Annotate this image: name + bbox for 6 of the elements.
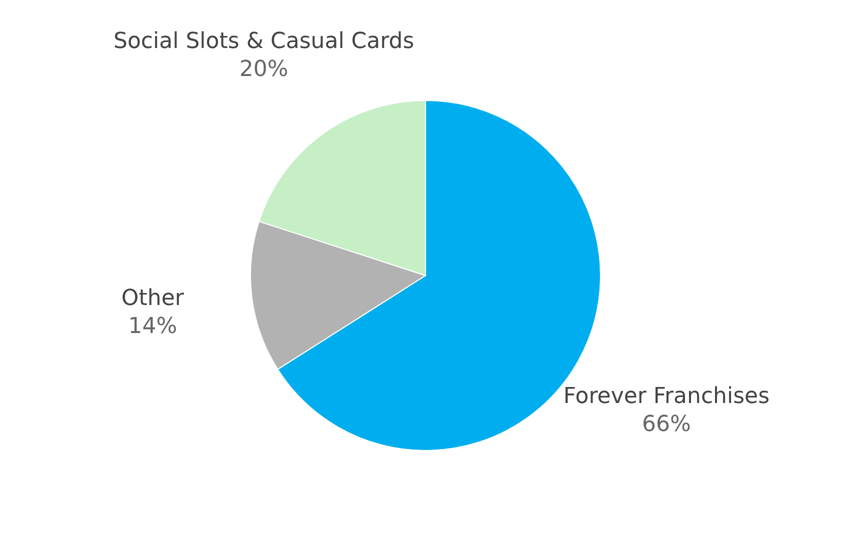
slice-label: Forever Franchises bbox=[563, 384, 770, 409]
data-label: 20% bbox=[239, 57, 288, 82]
slice-label: Other bbox=[121, 286, 185, 311]
data-label: 66% bbox=[642, 412, 691, 437]
slice-label: Social Slots & Casual Cards bbox=[113, 29, 414, 54]
data-label: 14% bbox=[128, 314, 178, 339]
